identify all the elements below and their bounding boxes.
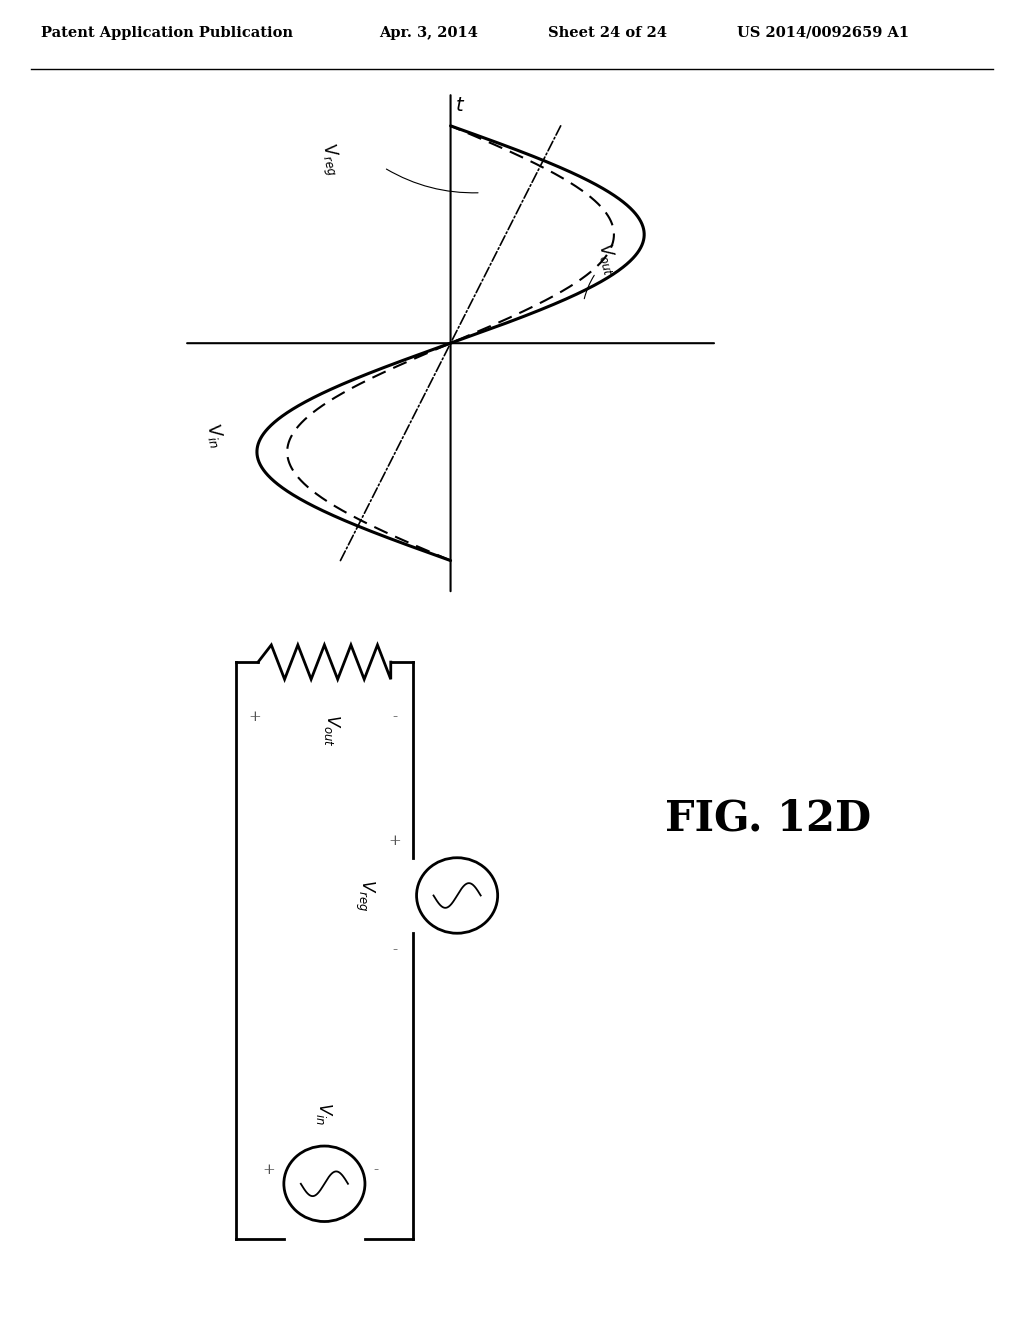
- Text: $V_{reg}$: $V_{reg}$: [314, 141, 345, 178]
- Text: -: -: [392, 944, 397, 957]
- Text: Patent Application Publication: Patent Application Publication: [41, 25, 293, 40]
- Text: Apr. 3, 2014: Apr. 3, 2014: [379, 25, 478, 40]
- Text: US 2014/0092659 A1: US 2014/0092659 A1: [737, 25, 909, 40]
- Text: $V_{in}$: $V_{in}$: [202, 421, 227, 450]
- Text: -: -: [392, 710, 397, 725]
- Text: $V_{out}$: $V_{out}$: [594, 242, 622, 279]
- Text: -: -: [374, 1163, 379, 1177]
- Text: Sheet 24 of 24: Sheet 24 of 24: [548, 25, 667, 40]
- Text: FIG. 12D: FIG. 12D: [665, 797, 871, 840]
- Text: $t$: $t$: [455, 96, 465, 115]
- Text: $V_{in}$: $V_{in}$: [314, 1102, 335, 1126]
- Text: +: +: [388, 833, 400, 847]
- Text: $V_{out}$: $V_{out}$: [322, 714, 342, 747]
- Text: $V_{reg}$: $V_{reg}$: [353, 879, 377, 912]
- Text: +: +: [263, 1163, 275, 1177]
- Text: +: +: [248, 710, 261, 725]
